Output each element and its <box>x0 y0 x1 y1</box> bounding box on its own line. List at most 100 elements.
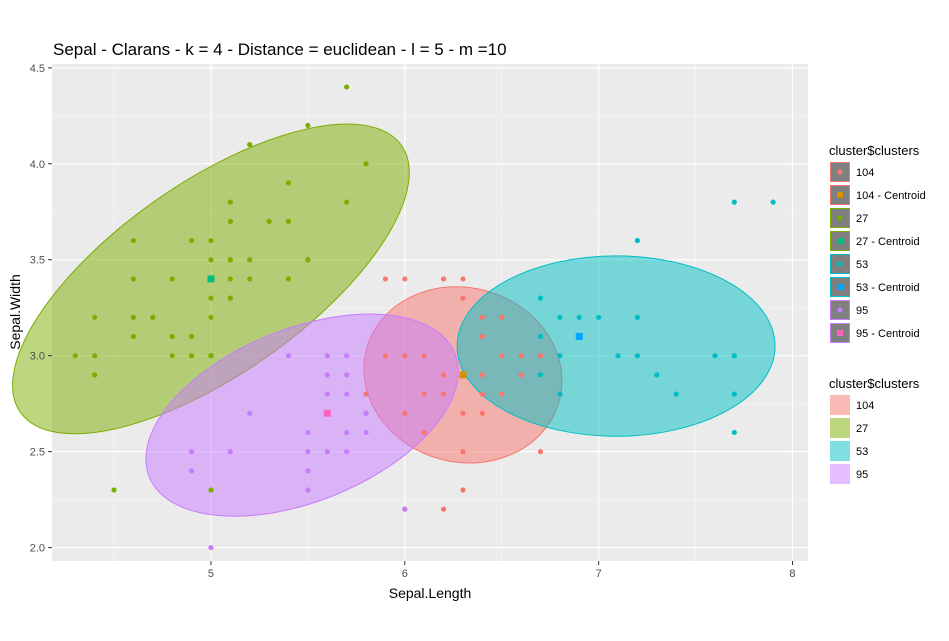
point-cluster-95 <box>324 372 330 378</box>
point-cluster-104 <box>460 410 466 416</box>
legend-label: 104 <box>856 167 874 179</box>
legend-label: 53 <box>856 446 868 458</box>
point-cluster-27 <box>208 487 214 493</box>
point-cluster-104 <box>499 353 505 359</box>
point-cluster-95 <box>344 391 350 397</box>
point-cluster-27 <box>208 314 214 320</box>
point-cluster-104 <box>421 429 427 436</box>
legend-label: 95 <box>856 469 868 481</box>
point-cluster-104 <box>382 276 389 282</box>
point-cluster-27 <box>169 353 175 359</box>
point-cluster-53 <box>576 314 582 320</box>
point-cluster-104 <box>440 391 447 397</box>
point-cluster-95 <box>227 449 233 455</box>
legend-key-border <box>830 254 850 274</box>
point-cluster-53 <box>712 353 718 359</box>
point-cluster-27 <box>169 333 175 340</box>
point-cluster-95 <box>305 429 311 436</box>
centroid-53 <box>575 332 583 340</box>
point-cluster-27 <box>285 276 292 282</box>
point-cluster-27 <box>130 276 137 282</box>
y-tick-label: 3.0 <box>30 351 45 363</box>
point-cluster-53 <box>731 353 737 359</box>
legend-centroid-marker <box>837 192 843 198</box>
x-tick-label: 5 <box>208 568 214 580</box>
point-cluster-27 <box>344 84 350 90</box>
point-cluster-104 <box>460 276 466 282</box>
point-cluster-27 <box>363 161 369 167</box>
point-cluster-104 <box>402 353 408 359</box>
legend-fill-swatch <box>830 395 850 415</box>
point-cluster-27 <box>208 257 214 263</box>
point-cluster-95 <box>305 487 311 493</box>
legend-fill: cluster$clusters 104 27 53 95 <box>829 376 920 484</box>
point-cluster-53 <box>557 314 563 320</box>
point-cluster-95 <box>305 468 311 474</box>
y-axis-title: Sepal.Width <box>7 274 23 349</box>
point-cluster-53 <box>634 353 641 359</box>
point-cluster-27 <box>188 237 195 244</box>
point-cluster-95 <box>363 410 369 416</box>
legend-point-marker <box>837 215 843 221</box>
point-cluster-95 <box>324 391 330 397</box>
legend-label: 53 <box>856 259 868 271</box>
legend-label: 95 <box>856 305 868 317</box>
legend-key-border <box>830 162 850 182</box>
legend-points: cluster$clusters 104 104 - Centroid 27 27 -… <box>829 143 926 343</box>
point-cluster-27 <box>227 276 233 282</box>
x-axis-title: Sepal.Length <box>389 585 472 601</box>
point-cluster-104 <box>421 391 427 397</box>
point-cluster-95 <box>363 429 369 436</box>
point-cluster-95 <box>247 410 253 416</box>
point-cluster-104 <box>440 276 447 282</box>
centroid-27 <box>207 275 215 283</box>
centroid-95 <box>323 409 331 417</box>
point-cluster-95 <box>402 506 408 512</box>
legend-label: 95 - Centroid <box>856 328 920 340</box>
legend-key-border <box>830 208 850 228</box>
point-cluster-104 <box>479 314 485 320</box>
point-cluster-27 <box>72 353 78 359</box>
point-cluster-27 <box>227 199 233 205</box>
y-tick-label: 4.0 <box>30 159 45 171</box>
point-cluster-53 <box>596 314 602 320</box>
point-cluster-53 <box>537 372 544 378</box>
point-cluster-53 <box>615 353 621 359</box>
point-cluster-27 <box>285 180 292 186</box>
x-tick-label: 7 <box>596 568 602 580</box>
legend-point-marker <box>837 261 843 267</box>
point-cluster-27 <box>150 314 156 320</box>
point-cluster-95 <box>324 353 330 359</box>
point-cluster-104 <box>440 506 447 512</box>
point-cluster-27 <box>188 353 195 359</box>
point-cluster-27 <box>92 353 98 359</box>
legend-key-border <box>830 300 850 320</box>
point-cluster-27 <box>227 257 233 263</box>
legend-fill-swatch <box>830 441 850 461</box>
point-cluster-27 <box>169 276 175 282</box>
point-cluster-27 <box>130 333 137 340</box>
y-tick-label: 4.5 <box>30 63 45 75</box>
point-cluster-27 <box>227 295 233 301</box>
point-cluster-53 <box>537 333 544 340</box>
chart-title: Sepal - Clarans - k = 4 - Distance = euc… <box>53 40 507 59</box>
point-cluster-104 <box>499 314 505 320</box>
y-tick-label: 2.5 <box>30 447 45 459</box>
x-axis-ticks: 5 6 7 8 <box>208 561 796 580</box>
point-cluster-27 <box>208 353 214 359</box>
point-cluster-53 <box>731 391 737 397</box>
point-cluster-27 <box>285 218 292 224</box>
legend-label: 27 - Centroid <box>856 236 920 248</box>
legend-centroid-marker <box>837 330 843 336</box>
point-cluster-104 <box>382 353 389 359</box>
cluster-ellipse-53 <box>456 255 776 437</box>
point-cluster-95 <box>188 468 195 474</box>
legend-centroid-marker <box>837 238 843 244</box>
point-cluster-104 <box>518 353 524 359</box>
point-cluster-95 <box>344 429 350 436</box>
point-cluster-95 <box>324 449 330 455</box>
point-cluster-53 <box>654 372 660 378</box>
point-cluster-104 <box>479 372 485 378</box>
legend-label: 27 <box>856 423 868 435</box>
